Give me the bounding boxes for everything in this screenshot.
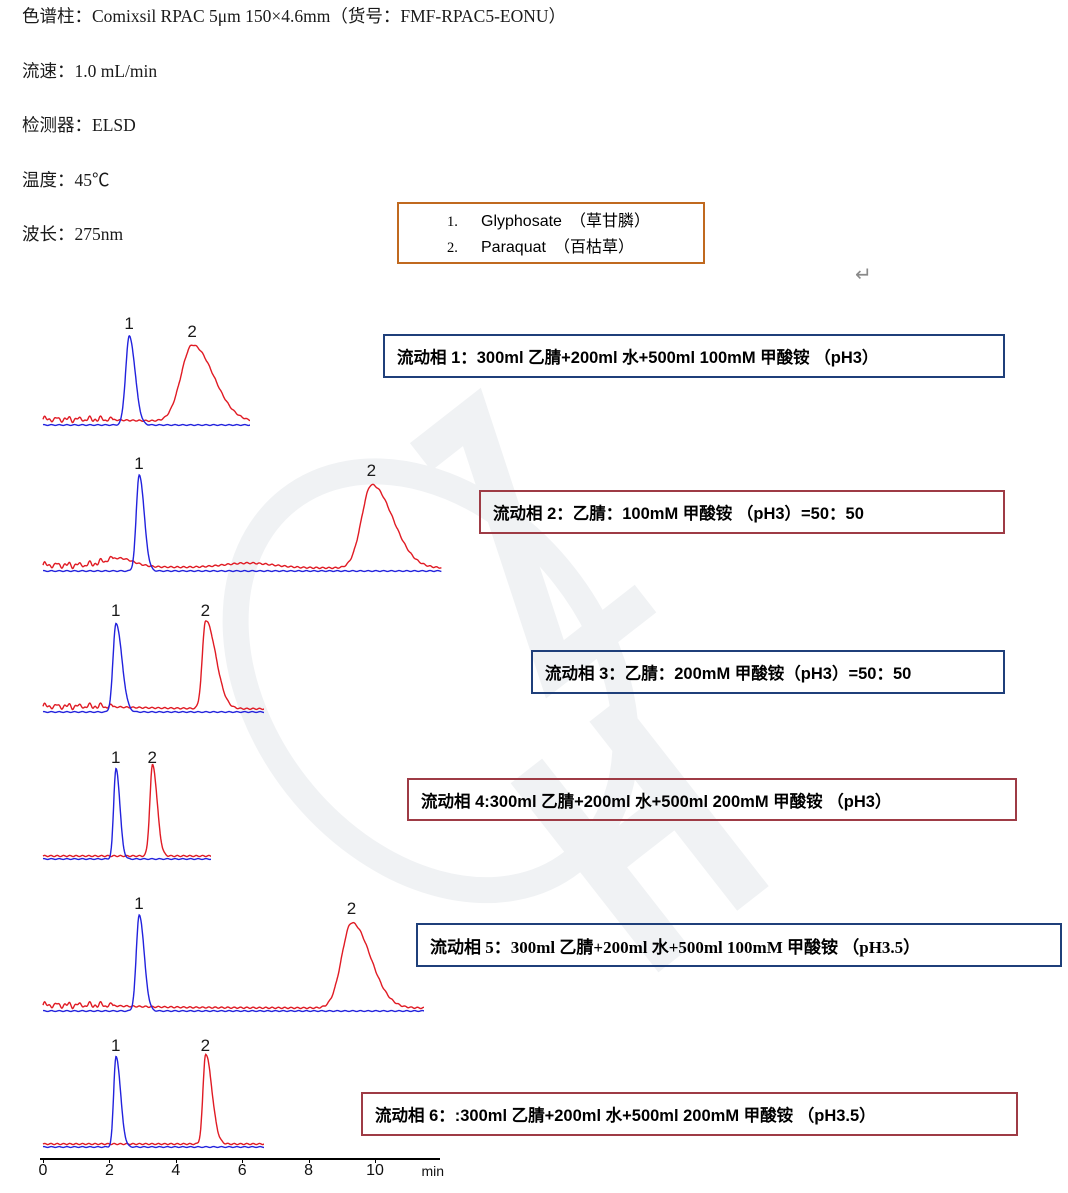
mobile-phase-1-label: 流动相 1：300ml 乙腈+200ml 水+500ml 100mM 甲酸铵 （…: [397, 349, 879, 367]
peak-label-2: 2: [200, 601, 211, 620]
peak-label-1: 1: [134, 894, 144, 913]
peak-label-1: 1: [124, 314, 134, 333]
mobile-phase-5-label: 流动相 5：300ml 乙腈+200ml 水+500ml 100mM 甲酸铵 （…: [430, 937, 921, 957]
trace-glyphosate: [42, 913, 424, 1013]
x-axis-tick: [242, 1158, 244, 1163]
trace-glyphosate: [42, 473, 442, 573]
peak-label-2: 2: [366, 460, 377, 480]
legend-number: 2.: [447, 240, 458, 256]
legend-compound-name-cn: （草甘膦）: [569, 213, 650, 230]
peak-label-1: 1: [134, 454, 144, 473]
mobile-phase-1-box: 流动相 1：300ml 乙腈+200ml 水+500ml 100mM 甲酸铵 （…: [383, 334, 1005, 378]
param-detector: 检测器：ELSD: [22, 115, 136, 135]
x-axis-line: [40, 1158, 440, 1160]
method-parameters: 色谱柱：Comixsil RPAC 5μm 150×4.6mm（货号：FMF-R…: [22, 6, 567, 281]
trace-glyphosate: [42, 622, 264, 714]
mobile-phase-4-label: 流动相 4:300ml 乙腈+200ml 水+500ml 200mM 甲酸铵 （…: [421, 792, 892, 811]
peak-label-2: 2: [147, 748, 158, 767]
mobile-phase-3-box: 流动相 3：乙腈：200mM 甲酸铵（pH3）=50：50: [531, 650, 1005, 694]
peak-label-2: 2: [187, 321, 197, 341]
legend-compound-name-cn: （百枯草）: [553, 239, 634, 256]
trace-glyphosate: [42, 1055, 264, 1149]
compound-legend-box: 1. Glyphosate （草甘膦） 2. Paraquat （百枯草）: [397, 202, 705, 264]
chromatogram-plot-6: [42, 1053, 264, 1149]
trace-paraquat: [42, 344, 251, 424]
peak-label-2: 2: [200, 1036, 211, 1055]
trace-glyphosate: [42, 335, 251, 427]
chromatogram-plot-3: [42, 620, 264, 714]
x-axis-tick: [175, 1158, 177, 1163]
legend-item-glyphosate: 1. Glyphosate （草甘膦）: [399, 209, 703, 235]
chromatogram-plot-1: [42, 335, 251, 427]
mobile-phase-2-label: 流动相 2：乙腈：100mM 甲酸铵 （pH3）=50：50: [493, 505, 864, 523]
return-arrow-icon: ↵: [855, 262, 872, 286]
mobile-phase-6-box: 流动相 6：:300ml 乙腈+200ml 水+500ml 200mM 甲酸铵 …: [361, 1092, 1018, 1136]
x-axis-unit-label: min: [421, 1163, 445, 1179]
chromatogram-plot-5: [42, 913, 424, 1013]
param-flow-rate: 流速：1.0 mL/min: [22, 60, 158, 81]
mobile-phase-3-label: 流动相 3：乙腈：200mM 甲酸铵（pH3）=50：50: [545, 665, 912, 683]
peak-label-1: 1: [111, 601, 121, 620]
trace-paraquat: [42, 483, 442, 570]
param-temperature: 温度：45℃: [22, 169, 110, 190]
trace-glyphosate: [42, 767, 211, 861]
param-column: 色谱柱：Comixsil RPAC 5μm 150×4.6mm（货号：FMF-R…: [22, 6, 567, 26]
trace-paraquat: [42, 620, 264, 711]
mobile-phase-5-box: 流动相 5：300ml 乙腈+200ml 水+500ml 100mM 甲酸铵 （…: [416, 923, 1062, 967]
x-axis-tick-label: 10: [366, 1162, 384, 1179]
x-axis-tick-label: 6: [237, 1162, 247, 1179]
x-axis-tick-label: 0: [38, 1162, 48, 1179]
x-axis-tick: [308, 1158, 310, 1163]
x-axis-tick-label: 8: [304, 1162, 314, 1179]
peak-label-1: 1: [111, 1036, 121, 1055]
x-axis-tick-label: 4: [171, 1162, 181, 1179]
trace-paraquat: [42, 1053, 264, 1146]
peak-label-1: 1: [111, 748, 121, 767]
mobile-phase-4-box: 流动相 4:300ml 乙腈+200ml 水+500ml 200mM 甲酸铵 （…: [407, 778, 1017, 821]
param-wavelength: 波长：275nm: [22, 224, 124, 244]
legend-compound-name: Paraquat: [481, 239, 546, 256]
chromatogram-plot-2: [42, 473, 442, 573]
mobile-phase-6-label: 流动相 6：:300ml 乙腈+200ml 水+500ml 200mM 甲酸铵 …: [375, 1107, 876, 1125]
x-axis-tick: [375, 1158, 376, 1163]
peak-label-2: 2: [346, 898, 357, 918]
mobile-phase-2-box: 流动相 2：乙腈：100mM 甲酸铵 （pH3）=50：50: [479, 490, 1005, 534]
trace-paraquat: [42, 763, 211, 858]
x-axis-tick-label: 2: [104, 1162, 114, 1179]
legend-number: 1.: [447, 214, 458, 230]
legend-item-paraquat: 2. Paraquat （百枯草）: [399, 235, 703, 261]
legend-compound-name: Glyphosate: [481, 213, 562, 230]
x-axis-tick: [43, 1158, 44, 1163]
chromatogram-plot-4: [42, 763, 211, 861]
x-axis-tick: [109, 1158, 111, 1163]
trace-paraquat: [42, 921, 424, 1010]
